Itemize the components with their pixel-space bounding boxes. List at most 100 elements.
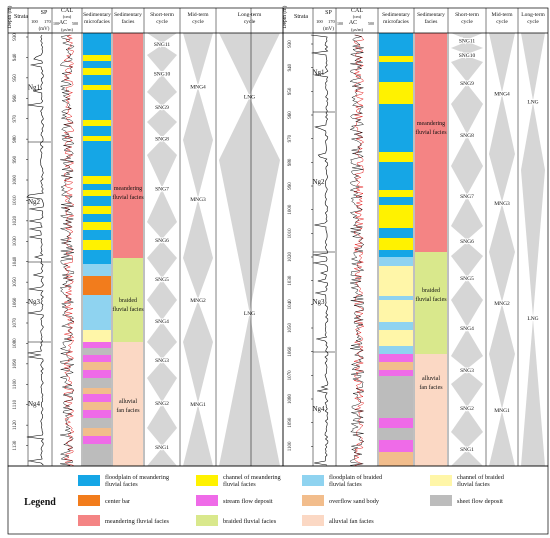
mid-cycle-triangle bbox=[489, 252, 515, 302]
microfacies-band bbox=[83, 141, 111, 176]
microfacies-band bbox=[379, 346, 413, 354]
microfacies-band bbox=[379, 197, 413, 205]
long-cycle-triangle bbox=[521, 102, 545, 170]
long-cycle-triangle bbox=[219, 33, 280, 96]
depth-header: Depth (m) bbox=[6, 5, 13, 28]
short-cycle-triangle bbox=[147, 322, 177, 342]
microfacies-band bbox=[83, 33, 111, 55]
long-cycle-label: LNG bbox=[244, 311, 255, 317]
facies-label: alluvial bbox=[119, 399, 137, 405]
ac-min: 100 bbox=[53, 21, 59, 26]
depth-tick: 1050 bbox=[288, 323, 293, 334]
microfacies-band bbox=[379, 452, 413, 466]
short-cycle-label: SNG8 bbox=[460, 133, 474, 139]
depth-tick: 940 bbox=[13, 53, 18, 61]
depth-tick: 1100 bbox=[13, 379, 18, 389]
short-cycle-triangle bbox=[147, 55, 177, 73]
microfacies-band bbox=[379, 296, 413, 300]
short-cycle-label: SNG4 bbox=[460, 326, 474, 332]
long-cycle-triangle bbox=[219, 314, 280, 466]
short-cycle-triangle bbox=[451, 242, 483, 256]
short-cycle-label: SNG8 bbox=[155, 137, 169, 143]
depth-tick: 970 bbox=[13, 114, 18, 122]
depth-tick: 960 bbox=[13, 94, 18, 102]
facies-band bbox=[113, 342, 143, 466]
mid-cycle-label: MNG2 bbox=[190, 298, 206, 304]
short-cycle-label: SNG11 bbox=[459, 39, 476, 45]
long-cycle-triangle bbox=[219, 160, 280, 312]
microfacies-band bbox=[379, 275, 413, 296]
long-cycle-triangle bbox=[219, 97, 280, 160]
microfacies-band bbox=[83, 330, 111, 342]
strata-label: Ng3 bbox=[28, 298, 41, 306]
depth-tick: 1040 bbox=[288, 299, 293, 310]
short-cycle-triangle bbox=[147, 241, 177, 258]
short-cycle-triangle bbox=[147, 342, 177, 359]
depth-tick: 990 bbox=[13, 155, 18, 163]
mid-cycle-header-2: cycle bbox=[496, 19, 508, 25]
short-cycle-triangle bbox=[147, 45, 177, 55]
depth-tick: 1040 bbox=[13, 256, 18, 267]
microfacies-band bbox=[83, 418, 111, 428]
legend-label: fluvial facies bbox=[105, 481, 138, 488]
sp-unit: (mV) bbox=[323, 27, 334, 32]
short-cycle-triangle bbox=[451, 356, 483, 369]
legend-label: braided fluvial facies bbox=[223, 518, 277, 525]
microfacies-band bbox=[379, 250, 413, 257]
mid-cycle-label: MNG1 bbox=[190, 402, 206, 408]
facies-band bbox=[415, 252, 447, 354]
microfacies-band bbox=[379, 152, 413, 162]
short-cycle-label: SNG1 bbox=[155, 445, 169, 451]
depth-tick: 1090 bbox=[288, 417, 293, 428]
depth-tick: 1000 bbox=[288, 204, 293, 215]
microfacies-band bbox=[83, 176, 111, 184]
depth-tick: 990 bbox=[288, 182, 293, 190]
strata-label: Ng3 bbox=[312, 298, 325, 306]
microfacies-band bbox=[83, 342, 111, 348]
facies-label: meandering bbox=[417, 121, 445, 127]
legend-label: meandering fluvial facies bbox=[105, 518, 170, 525]
legend-label: center bar bbox=[105, 498, 131, 505]
microfacies-band bbox=[83, 222, 111, 230]
short-cycle-triangle bbox=[147, 300, 177, 320]
ac-max: 500 bbox=[368, 21, 374, 26]
long-cycle-header-2: cycle bbox=[244, 19, 256, 25]
short-cycle-triangle bbox=[451, 329, 483, 356]
depth-tick: 950 bbox=[288, 87, 293, 95]
short-cycle-triangle bbox=[147, 155, 177, 188]
facies-label: braided bbox=[119, 298, 137, 304]
short-cycle-triangle bbox=[451, 226, 483, 240]
microfacies-band bbox=[83, 184, 111, 190]
mid-cycle-triangle bbox=[183, 200, 213, 258]
strata-header: Strata bbox=[294, 14, 308, 20]
strata-label: Ng4 bbox=[28, 400, 41, 408]
facies-label: braided bbox=[422, 288, 440, 294]
microfacies-band bbox=[83, 55, 111, 61]
microfacies-band bbox=[83, 206, 111, 214]
mid-cycle-triangle bbox=[183, 258, 213, 299]
short-cycle-triangle bbox=[147, 448, 177, 466]
cal-unit: (cm) bbox=[353, 14, 362, 19]
depth-tick: 1110 bbox=[13, 399, 18, 409]
strata-header: Strata bbox=[14, 14, 28, 20]
short-cycle-triangle bbox=[451, 166, 483, 195]
legend-label: channel of braided bbox=[457, 474, 505, 481]
short-cycle-triangle bbox=[147, 378, 177, 402]
sp-min: 100 bbox=[316, 19, 324, 24]
sp-max: 170 bbox=[328, 19, 336, 24]
short-cycle-label: SNG10 bbox=[154, 72, 171, 78]
legend-swatch bbox=[430, 495, 452, 506]
depth-tick: 1090 bbox=[13, 358, 18, 369]
short-cycle-triangle bbox=[451, 279, 483, 300]
depth-header: Depth (m) bbox=[281, 5, 288, 28]
microfacies-header: Sedimentary bbox=[382, 12, 410, 18]
long-cycle-header: Long-term bbox=[521, 12, 545, 18]
mid-cycle-label: MNG1 bbox=[494, 408, 510, 414]
short-cycle-triangle bbox=[147, 139, 177, 155]
depth-tick: 970 bbox=[288, 134, 293, 142]
facies-header: Sedimentary bbox=[114, 12, 142, 18]
legend-title: Legend bbox=[24, 497, 56, 508]
short-cycle-label: SNG9 bbox=[155, 105, 169, 111]
long-cycle-label: LNG bbox=[527, 100, 538, 106]
